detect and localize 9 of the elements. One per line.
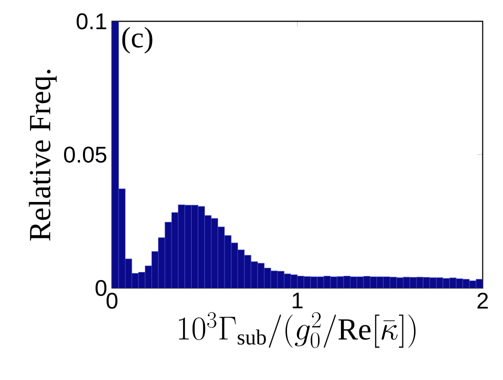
x-axis-title: $10^3\Gamma_{\rm sub}/(g_0^2/{\rm Re}[\bar\kappa])$: [178, 312, 416, 348]
x-tick-label: 2: [478, 292, 488, 309]
y-tick-label: 0.1: [76, 13, 106, 30]
y-tick-label: 0: [96, 280, 106, 296]
y-axis-title: Relative Freq.: [28, 70, 57, 241]
y-tick-label: 0.05: [64, 146, 106, 163]
x-tick-label: 1: [292, 292, 303, 308]
annotation: (c): [122, 26, 152, 54]
x-tick-label: 0: [106, 292, 118, 309]
